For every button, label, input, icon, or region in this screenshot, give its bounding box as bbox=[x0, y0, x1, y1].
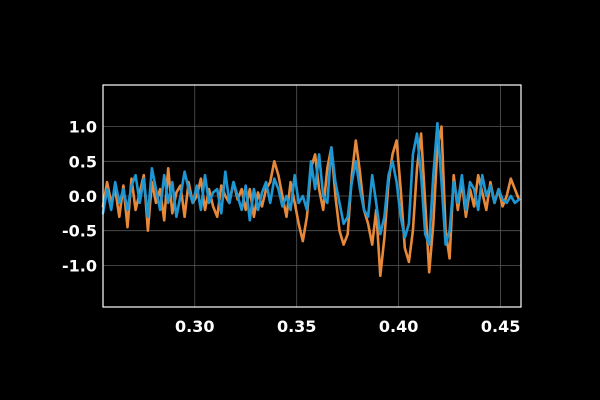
plot-frame bbox=[102, 84, 522, 308]
y-axis-ticks: 1.0 0.5 0.0 -0.5 -1.0 bbox=[62, 118, 97, 276]
y-tick-label: 1.0 bbox=[69, 118, 97, 137]
series-lines bbox=[101, 121, 521, 278]
y-tick-label: -1.0 bbox=[62, 256, 97, 275]
y-tick-label: 0.5 bbox=[69, 152, 97, 171]
blue-series-line bbox=[101, 121, 521, 246]
x-tick-label: 0.45 bbox=[481, 317, 520, 336]
x-axis-ticks: 0.30 0.35 0.40 0.45 bbox=[175, 317, 520, 336]
x-tick-label: 0.40 bbox=[379, 317, 418, 336]
y-tick-label: -0.5 bbox=[62, 222, 97, 241]
x-tick-label: 0.35 bbox=[277, 317, 316, 336]
y-tick-label: 0.0 bbox=[69, 187, 97, 206]
x-tick-label: 0.30 bbox=[175, 317, 214, 336]
